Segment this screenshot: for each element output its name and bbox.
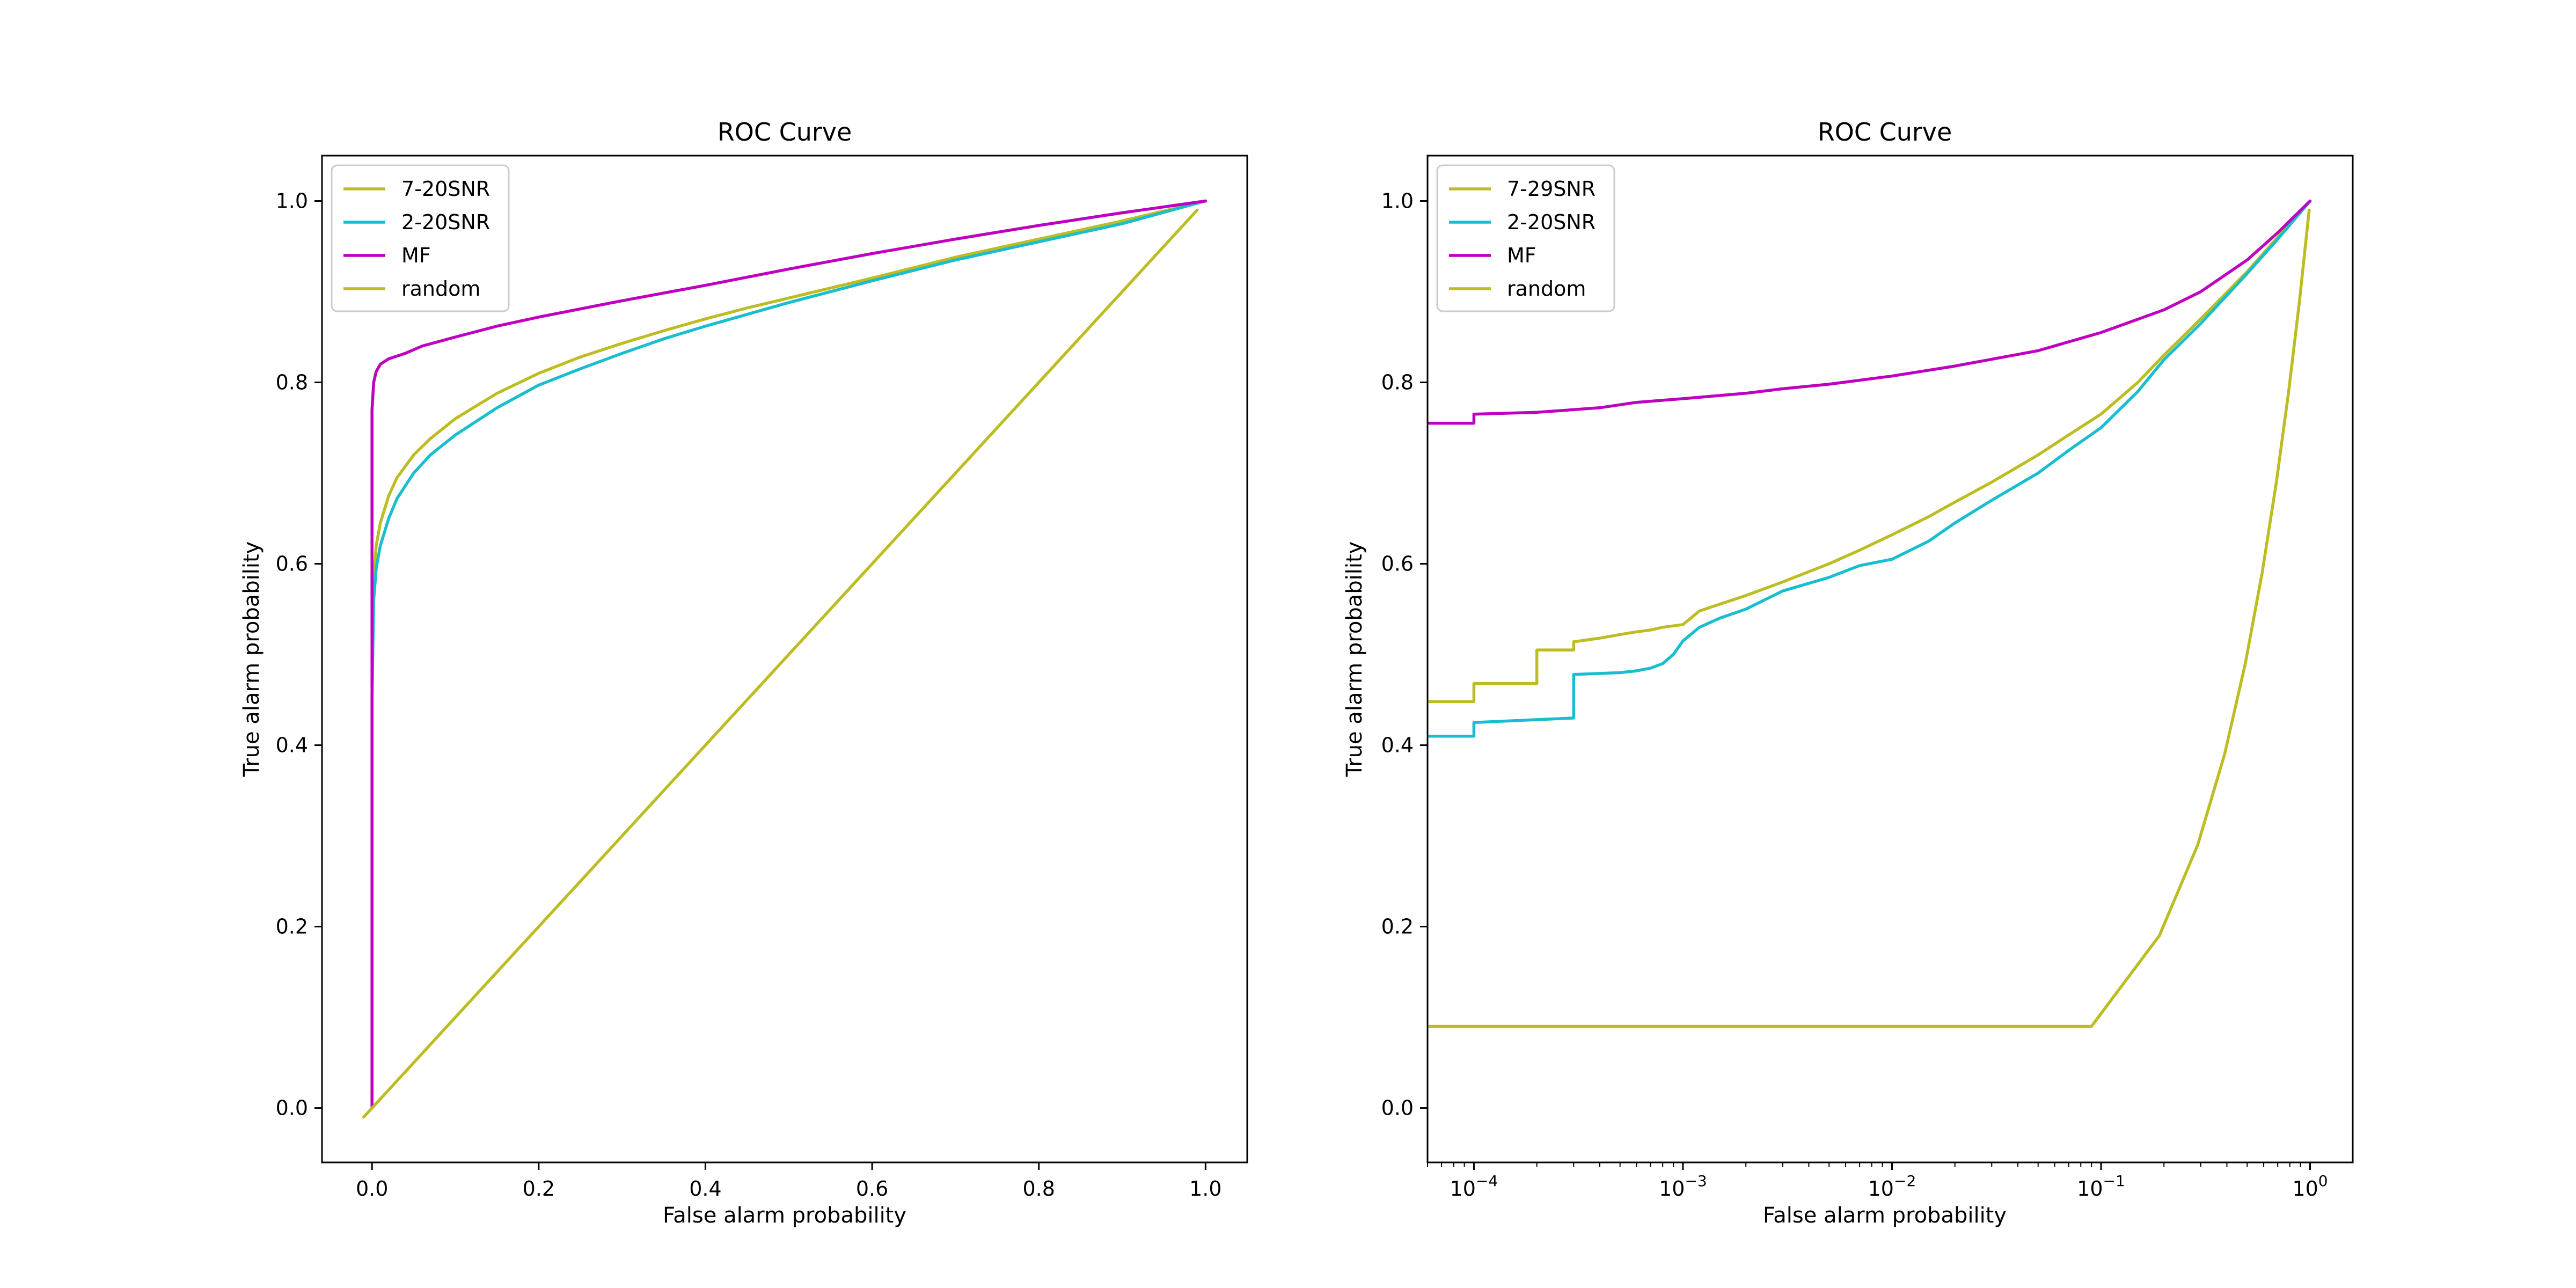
left-legend-label: 7-20SNR	[401, 177, 490, 201]
left-legend-label: MF	[401, 244, 431, 267]
left-x-tick-label: 1.0	[1189, 1177, 1221, 1201]
right-series-group	[1428, 199, 2312, 1028]
left-y-tick-label: 1.0	[276, 189, 308, 213]
left-y-tick-label: 0.4	[276, 734, 308, 757]
right-legend-box	[1436, 164, 1615, 312]
right-legend-label: MF	[1507, 244, 1536, 267]
left-y-axis-label: True alarm probability	[239, 541, 264, 778]
right-y-tick-label: 1.0	[1381, 189, 1414, 213]
right-y-tick-label: 0.4	[1381, 734, 1414, 757]
right-x-tick-label: 100	[2292, 1172, 2328, 1201]
left-y-tick-label: 0.8	[276, 371, 308, 394]
right-y-tick-label: 0.6	[1381, 552, 1414, 576]
left-x-tick-label: 0.8	[1022, 1177, 1055, 1201]
left-x-tick-label: 0.6	[856, 1177, 888, 1201]
right-x-tick-label: 10−3	[1659, 1172, 1707, 1201]
right-legend-label: random	[1507, 277, 1586, 301]
left-x-tick-label: 0.2	[523, 1177, 555, 1201]
left-series-line-2-20snr	[370, 199, 1208, 701]
right-y-tick-label: 0.2	[1381, 915, 1414, 939]
right-roc-panel: ROC Curve False alarm probability True a…	[1342, 118, 2354, 1228]
right-plot-frame	[1426, 155, 2354, 1163]
left-y-tick-label: 0.2	[276, 915, 308, 939]
left-series-line-7-20snr	[370, 199, 1208, 656]
right-y-tick-label: 0.0	[1381, 1096, 1414, 1120]
right-x-tick-label: 10−4	[1450, 1172, 1498, 1201]
right-legend-label: 2-20SNR	[1507, 210, 1596, 234]
left-roc-panel: ROC Curve False alarm probability True a…	[239, 118, 1248, 1228]
right-legend-label: 7-29SNR	[1507, 177, 1596, 201]
right-legend: 7-29SNR 2-20SNR MF random	[1436, 164, 1615, 312]
right-x-axis-label: False alarm probability	[1763, 1203, 2007, 1228]
right-series-line-2-20snr	[1428, 199, 2312, 738]
left-x-tick-label: 0.0	[356, 1177, 388, 1201]
left-chart-title: ROC Curve	[718, 118, 852, 147]
right-y-axis-label: True alarm probability	[1342, 541, 1367, 778]
left-legend-label: 2-20SNR	[401, 210, 490, 234]
left-x-axis-label: False alarm probability	[663, 1203, 906, 1228]
left-plot-frame	[321, 155, 1248, 1163]
left-legend-box	[331, 164, 510, 312]
left-legend: 7-20SNR 2-20SNR MF random	[331, 164, 510, 312]
right-y-tick-label: 0.8	[1381, 371, 1414, 394]
left-series-line-random	[362, 208, 1199, 1119]
left-x-tick-label: 0.4	[689, 1177, 721, 1201]
left-y-tick-label: 0.6	[276, 552, 308, 576]
right-series-line-mf	[1428, 199, 2312, 425]
right-x-tick-label: 10−2	[1868, 1172, 1916, 1201]
left-legend-label: random	[401, 277, 480, 301]
right-x-tick-label: 10−1	[2077, 1172, 2125, 1201]
right-series-line-random	[1428, 208, 2311, 1028]
left-y-tick-label: 0.0	[276, 1096, 308, 1120]
left-series-line-mf	[370, 199, 1208, 1110]
left-series-group	[362, 199, 1208, 1119]
right-series-line-7-29snr	[1428, 199, 2312, 704]
right-chart-title: ROC Curve	[1818, 118, 1952, 147]
